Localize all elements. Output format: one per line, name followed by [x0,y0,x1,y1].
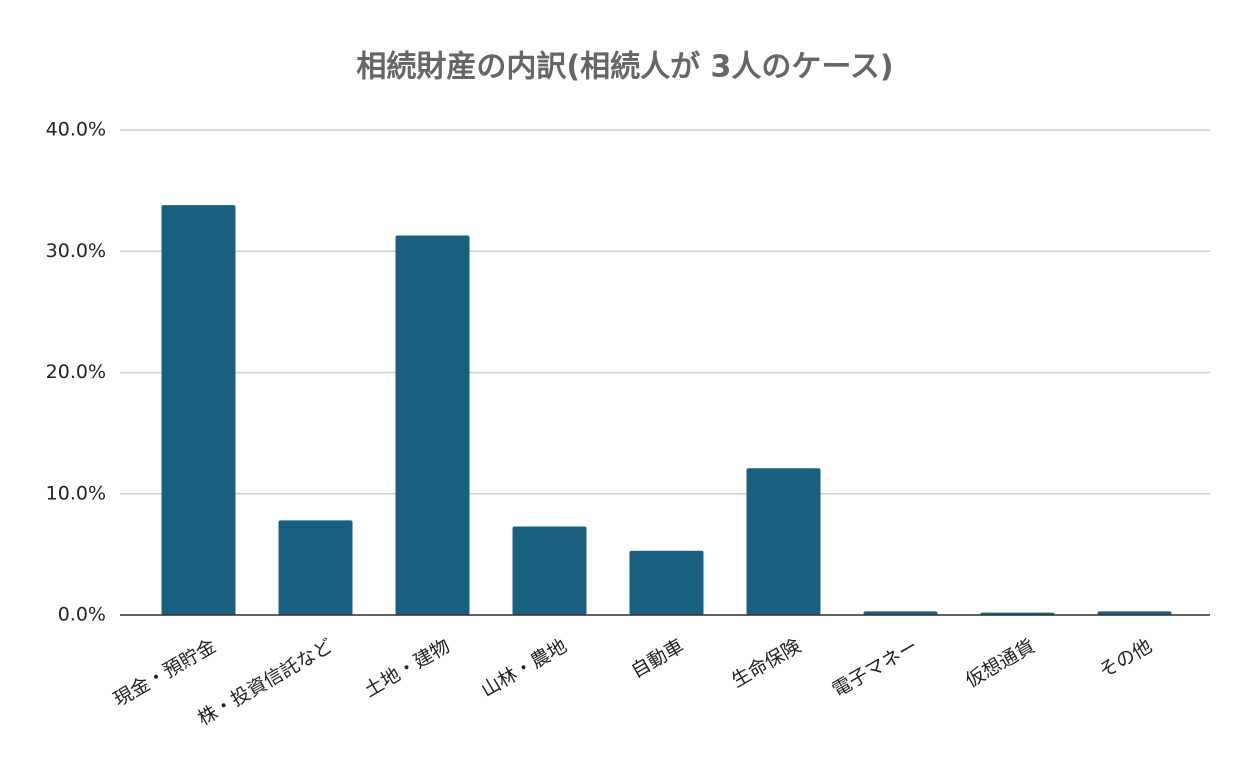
bar [512,526,587,615]
bar [746,468,821,615]
x-tick-label: その他 [1095,635,1155,683]
y-tick-label: 20.0% [46,361,106,383]
y-tick-label: 40.0% [46,119,106,141]
y-tick-label: 30.0% [46,240,106,262]
y-tick-label: 0.0% [58,604,106,626]
x-tick-label: 電子マネー [828,635,921,702]
x-tick-label: 自動車 [627,635,687,683]
bar [161,205,236,616]
x-tick-label: 現金・預貯金 [110,635,220,711]
bar [1097,611,1172,615]
bar [629,550,704,615]
bar [863,611,938,615]
x-tick-label: 山林・農地 [477,635,570,702]
x-tick-label: 仮想通貨 [962,635,1039,692]
x-tick-label: 土地・建物 [360,635,453,702]
bar [278,520,353,615]
x-tick-label: 生命保険 [728,635,805,692]
chart-title: 相続財産の内訳(相続人が 3人のケース) [356,50,893,85]
bar [395,235,470,616]
y-tick-label: 10.0% [46,482,106,504]
